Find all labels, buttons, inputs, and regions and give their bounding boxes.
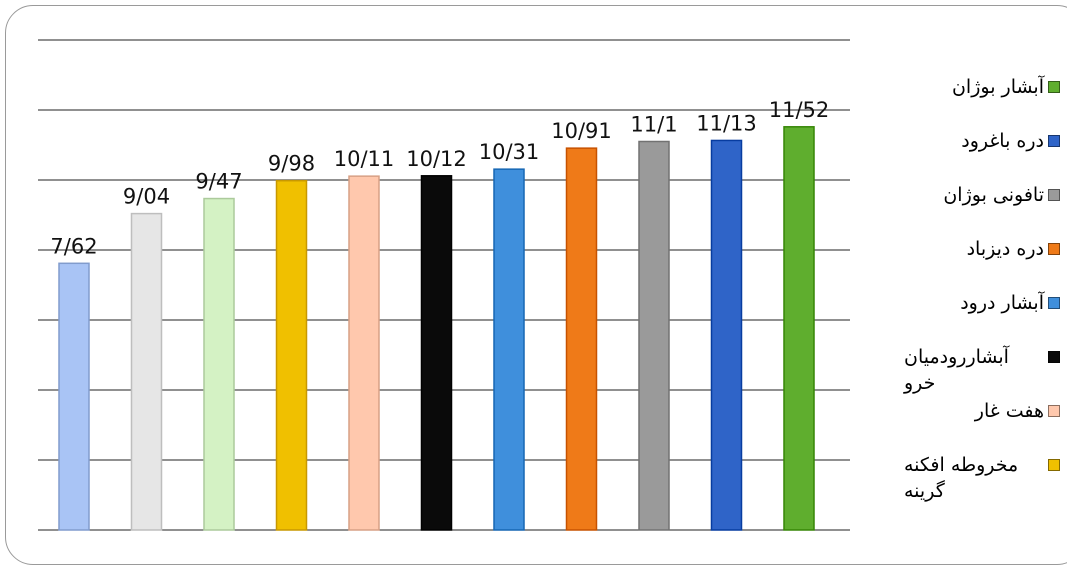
bar-data-label: 9/04 — [123, 185, 170, 209]
legend-label: آبشار بوژان — [951, 76, 1044, 98]
legend-item: آبشاررودمیان خرو — [904, 344, 1060, 396]
data-labels: 7/62 9/04 9/47 9/98 10/11 10/12 10/31 10/91 11/1… — [50, 98, 829, 258]
legend-label: دره باغرود — [961, 130, 1044, 152]
bar-data-label: 10/91 — [551, 119, 612, 143]
bar — [130, 212, 163, 531]
bar-data-label: 9/98 — [268, 152, 315, 176]
legend-swatch — [1048, 243, 1060, 255]
legend-item: دره باغرود — [961, 128, 1060, 154]
bar — [783, 126, 815, 531]
bar — [275, 179, 308, 531]
bar-data-label: 11/1 — [630, 113, 677, 137]
bar — [203, 197, 235, 531]
legend-item: آبشار بوژان — [952, 74, 1060, 100]
bar-data-label: 7/62 — [50, 234, 97, 258]
legend-item: هفت غار — [975, 398, 1060, 424]
bars — [58, 126, 815, 531]
chart-plot-area: 7/62 9/04 9/47 9/98 10/11 10/12 10/31 10/91 11/1… — [38, 39, 850, 531]
legend-swatch — [1048, 297, 1060, 309]
legend-swatch — [1048, 135, 1060, 147]
bar — [710, 139, 743, 531]
legend-label: دره دیزباد — [966, 238, 1044, 260]
bar-data-label: 11/13 — [696, 111, 757, 135]
legend-label: آبشار درود — [960, 292, 1044, 314]
bar-data-label: 10/12 — [406, 147, 467, 171]
legend-swatch — [1048, 351, 1060, 363]
legend-swatch — [1048, 81, 1060, 93]
legend-item: مخروطه افکنه گرینه — [904, 452, 1060, 504]
legend-swatch — [1048, 405, 1060, 417]
bar-data-label: 11/52 — [769, 98, 830, 122]
bar-data-label: 10/31 — [479, 140, 540, 164]
legend-item: آبشار درود — [960, 290, 1060, 316]
bar — [58, 262, 90, 531]
legend-label: تافونی بوژان — [943, 184, 1044, 206]
bar — [348, 175, 380, 531]
legend-label: آبشاررودمیان خرو — [904, 346, 1009, 394]
bar-data-label: 10/11 — [334, 147, 395, 171]
bar — [420, 175, 453, 531]
legend-item: تافونی بوژان — [943, 182, 1060, 208]
bar-data-label: 9/47 — [195, 170, 242, 194]
legend-swatch — [1048, 189, 1060, 201]
legend-item: دره دیزباد — [967, 236, 1060, 262]
legend-label: مخروطه افکنه گرینه — [904, 454, 1019, 502]
bar — [493, 168, 525, 531]
legend-label: هفت غار — [974, 400, 1044, 422]
bar — [638, 140, 670, 531]
legend-swatch — [1048, 459, 1060, 471]
bar — [565, 147, 598, 531]
